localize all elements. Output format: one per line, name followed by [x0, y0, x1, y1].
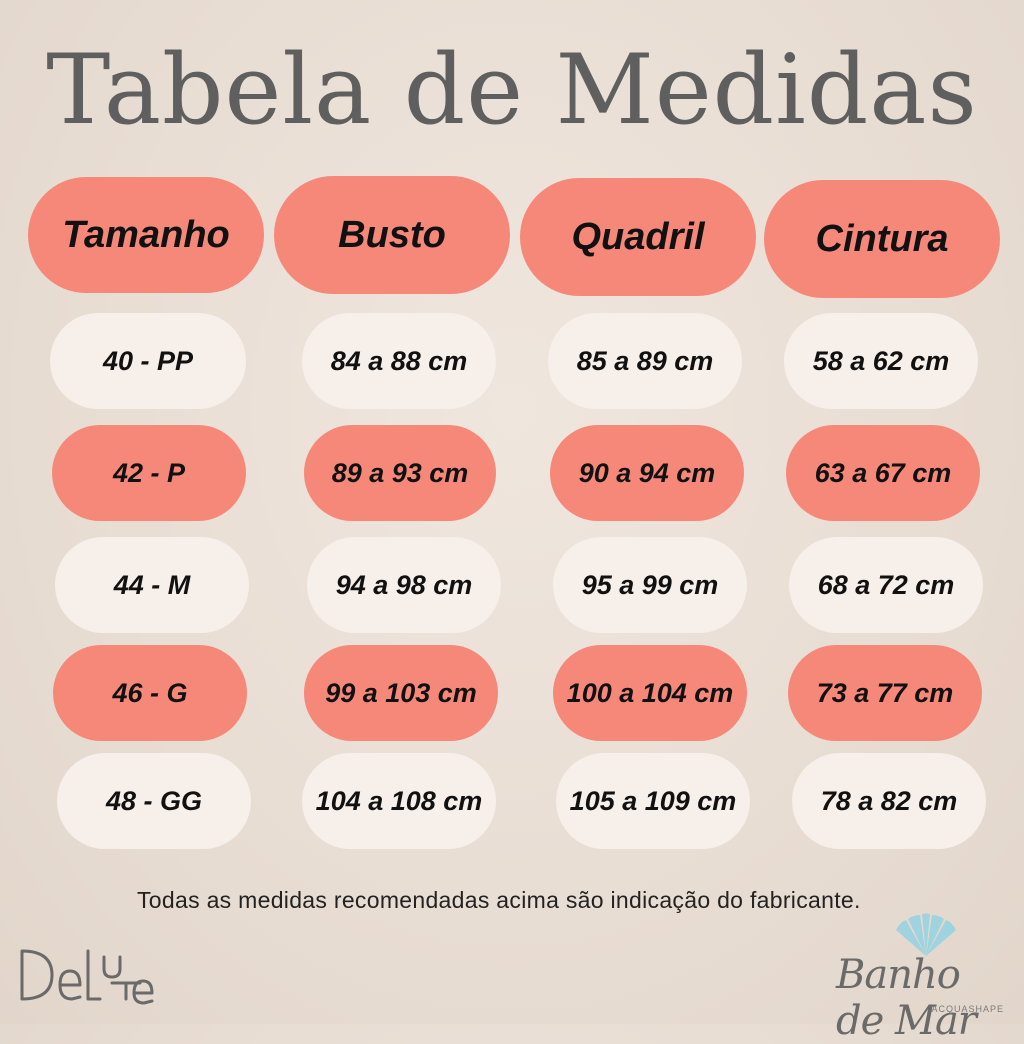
cell-cintura-row1: 58 a 62 cm	[784, 313, 978, 409]
header-busto: Busto	[274, 176, 510, 294]
cell-quadril-row2: 90 a 94 cm	[550, 425, 744, 521]
cell-tamanho-row4: 46 - G	[53, 645, 247, 741]
cell-quadril-row1: 85 a 89 cm	[548, 313, 742, 409]
cell-quadril-row3: 95 a 99 cm	[553, 537, 747, 633]
brand-wordmark: Banho de Mar	[836, 952, 977, 1044]
cell-cintura-row3: 68 a 72 cm	[789, 537, 983, 633]
cell-tamanho-row2: 42 - P	[52, 425, 246, 521]
shell-icon	[896, 913, 956, 956]
brand-subtitle: ACQUASHAPE	[931, 1004, 1004, 1014]
cell-busto-row5: 104 a 108 cm	[302, 753, 496, 849]
cell-cintura-row2: 63 a 67 cm	[786, 425, 980, 521]
cell-busto-row4: 99 a 103 cm	[304, 645, 498, 741]
cell-busto-row3: 94 a 98 cm	[307, 537, 501, 633]
cell-cintura-row5: 78 a 82 cm	[792, 753, 986, 849]
banho-de-mar-logo: Banho de Mar ACQUASHAPE	[836, 912, 1016, 1044]
cell-busto-row1: 84 a 88 cm	[302, 313, 496, 409]
cell-tamanho-row3: 44 - M	[55, 537, 249, 633]
header-quadril: Quadril	[520, 178, 756, 296]
cell-cintura-row4: 73 a 77 cm	[788, 645, 982, 741]
cell-quadril-row4: 100 a 104 cm	[553, 645, 747, 741]
cell-tamanho-row1: 40 - PP	[50, 313, 246, 409]
cell-tamanho-row5: 48 - GG	[57, 753, 251, 849]
manufacturer-note: Todas as medidas recomendadas acima são …	[137, 887, 861, 913]
cell-quadril-row5: 105 a 109 cm	[556, 753, 750, 849]
cell-busto-row2: 89 a 93 cm	[304, 425, 496, 521]
header-cintura: Cintura	[764, 180, 1000, 298]
delute-logo	[20, 949, 154, 1005]
page-title: Tabela de Medidas	[46, 34, 978, 146]
header-tamanho: Tamanho	[28, 177, 264, 293]
